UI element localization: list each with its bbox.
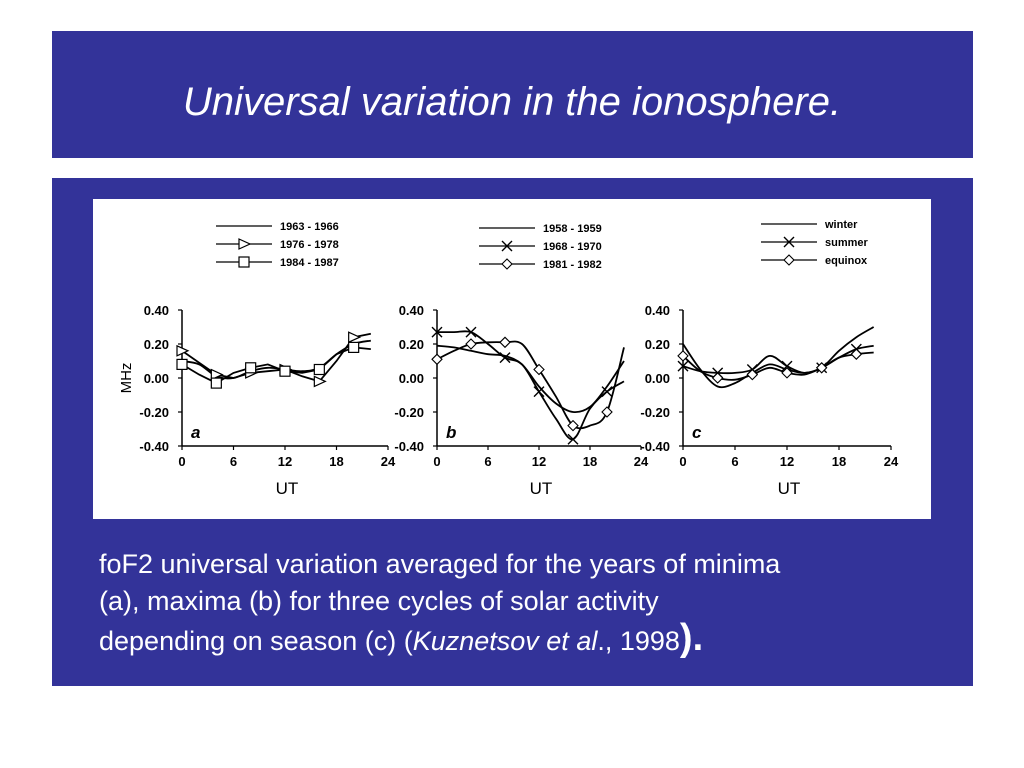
caption-text: depending on season (c) ( <box>99 626 413 656</box>
caption-line-3: depending on season (c) (Kuznetsov et al… <box>99 617 969 660</box>
data-point <box>313 375 327 388</box>
series-line <box>437 330 625 441</box>
data-point <box>746 368 759 381</box>
legend-label: winter <box>824 219 858 231</box>
x-tick-label: 0 <box>178 454 185 469</box>
slide-title: Universal variation in the ionosphere. <box>182 80 842 124</box>
legend-label: 1984 - 1987 <box>280 257 339 269</box>
data-point <box>601 386 613 398</box>
data-point <box>850 348 863 360</box>
y-tick-label: 0.40 <box>144 303 169 318</box>
x-tick-label: 0 <box>679 454 686 469</box>
y-tick-label: -0.20 <box>640 405 670 420</box>
data-point <box>601 406 613 418</box>
data-point <box>245 362 257 374</box>
x-tick-label: 6 <box>230 454 237 469</box>
x-tick-label: 12 <box>532 454 546 469</box>
data-point <box>348 331 362 344</box>
x-axis-label: UT <box>276 479 299 498</box>
panel-label: a <box>191 423 200 442</box>
y-tick-label: 0.00 <box>399 371 424 386</box>
y-tick-label: -0.40 <box>139 439 169 454</box>
y-tick-label: -0.20 <box>394 405 424 420</box>
x-tick-label: 12 <box>780 454 794 469</box>
series-line <box>436 340 625 430</box>
x-tick-label: 12 <box>278 454 292 469</box>
data-point <box>465 326 477 338</box>
y-axis-label: MHz <box>118 363 135 394</box>
legend-label: 1968 - 1970 <box>543 241 602 253</box>
data-point <box>781 367 793 379</box>
x-axis-label: UT <box>530 479 553 498</box>
legend-label: equinox <box>825 255 868 267</box>
y-tick-label: 0.40 <box>399 303 424 318</box>
data-point <box>533 363 545 376</box>
y-tick-label: 0.00 <box>144 371 169 386</box>
y-tick-label: 0.20 <box>645 337 670 352</box>
data-point <box>533 386 545 398</box>
y-tick-label: 0.20 <box>399 337 424 352</box>
data-point <box>431 353 443 366</box>
legend-marker <box>501 240 513 252</box>
legend-marker <box>783 254 795 266</box>
data-point <box>465 338 477 350</box>
panel-label: b <box>446 423 456 442</box>
legend-label: 1981 - 1982 <box>543 259 602 271</box>
x-tick-label: 18 <box>832 454 846 469</box>
y-tick-label: -0.40 <box>394 439 424 454</box>
data-point <box>176 344 190 357</box>
x-tick-label: 24 <box>634 454 649 469</box>
data-point <box>210 377 222 389</box>
data-point <box>176 358 188 370</box>
legend-label: 1958 - 1959 <box>543 223 602 235</box>
y-tick-label: 0.20 <box>144 337 169 352</box>
data-point <box>677 360 689 372</box>
data-point <box>313 363 325 376</box>
legend-label: 1976 - 1978 <box>280 239 339 251</box>
data-point <box>781 360 793 372</box>
panel-label: c <box>692 423 702 442</box>
caption-line-2: (a), maxima (b) for three cycles of sola… <box>99 586 659 616</box>
data-point <box>431 326 443 338</box>
x-axis-label: UT <box>778 479 801 498</box>
series-line <box>181 346 371 385</box>
data-point <box>210 368 224 381</box>
data-point <box>499 336 511 349</box>
x-tick-label: 0 <box>433 454 440 469</box>
figure-caption: foF2 universal variation averaged for th… <box>99 546 969 660</box>
caption-close-paren: ). <box>679 617 704 659</box>
legend-marker <box>501 258 513 270</box>
series-line <box>682 326 875 389</box>
x-tick-label: 6 <box>731 454 738 469</box>
series-line <box>181 332 372 383</box>
data-point <box>677 350 689 362</box>
title-band <box>52 31 973 158</box>
data-point <box>499 352 511 364</box>
caption-author: Kuznetsov et al <box>412 626 598 656</box>
data-point <box>567 419 579 432</box>
legend-marker <box>238 256 250 268</box>
y-tick-label: -0.40 <box>640 439 670 454</box>
legend-label: summer <box>825 237 869 249</box>
y-tick-label: 0.40 <box>645 303 670 318</box>
data-point <box>815 362 828 374</box>
x-tick-label: 18 <box>329 454 343 469</box>
x-tick-label: 24 <box>884 454 899 469</box>
data-point <box>711 372 724 384</box>
y-tick-label: -0.20 <box>139 405 169 420</box>
caption-line-1: foF2 universal variation averaged for th… <box>99 549 781 579</box>
caption-year: ., 1998 <box>597 626 680 656</box>
x-tick-label: 18 <box>583 454 597 469</box>
data-point <box>348 341 360 353</box>
y-tick-label: 0.00 <box>645 371 670 386</box>
data-point <box>279 365 291 377</box>
x-tick-label: 24 <box>381 454 396 469</box>
legend-marker <box>238 238 252 250</box>
x-tick-label: 6 <box>484 454 491 469</box>
legend-label: 1963 - 1966 <box>280 221 339 233</box>
legend-marker <box>783 236 795 248</box>
data-point <box>567 433 579 445</box>
series-line <box>181 339 372 380</box>
